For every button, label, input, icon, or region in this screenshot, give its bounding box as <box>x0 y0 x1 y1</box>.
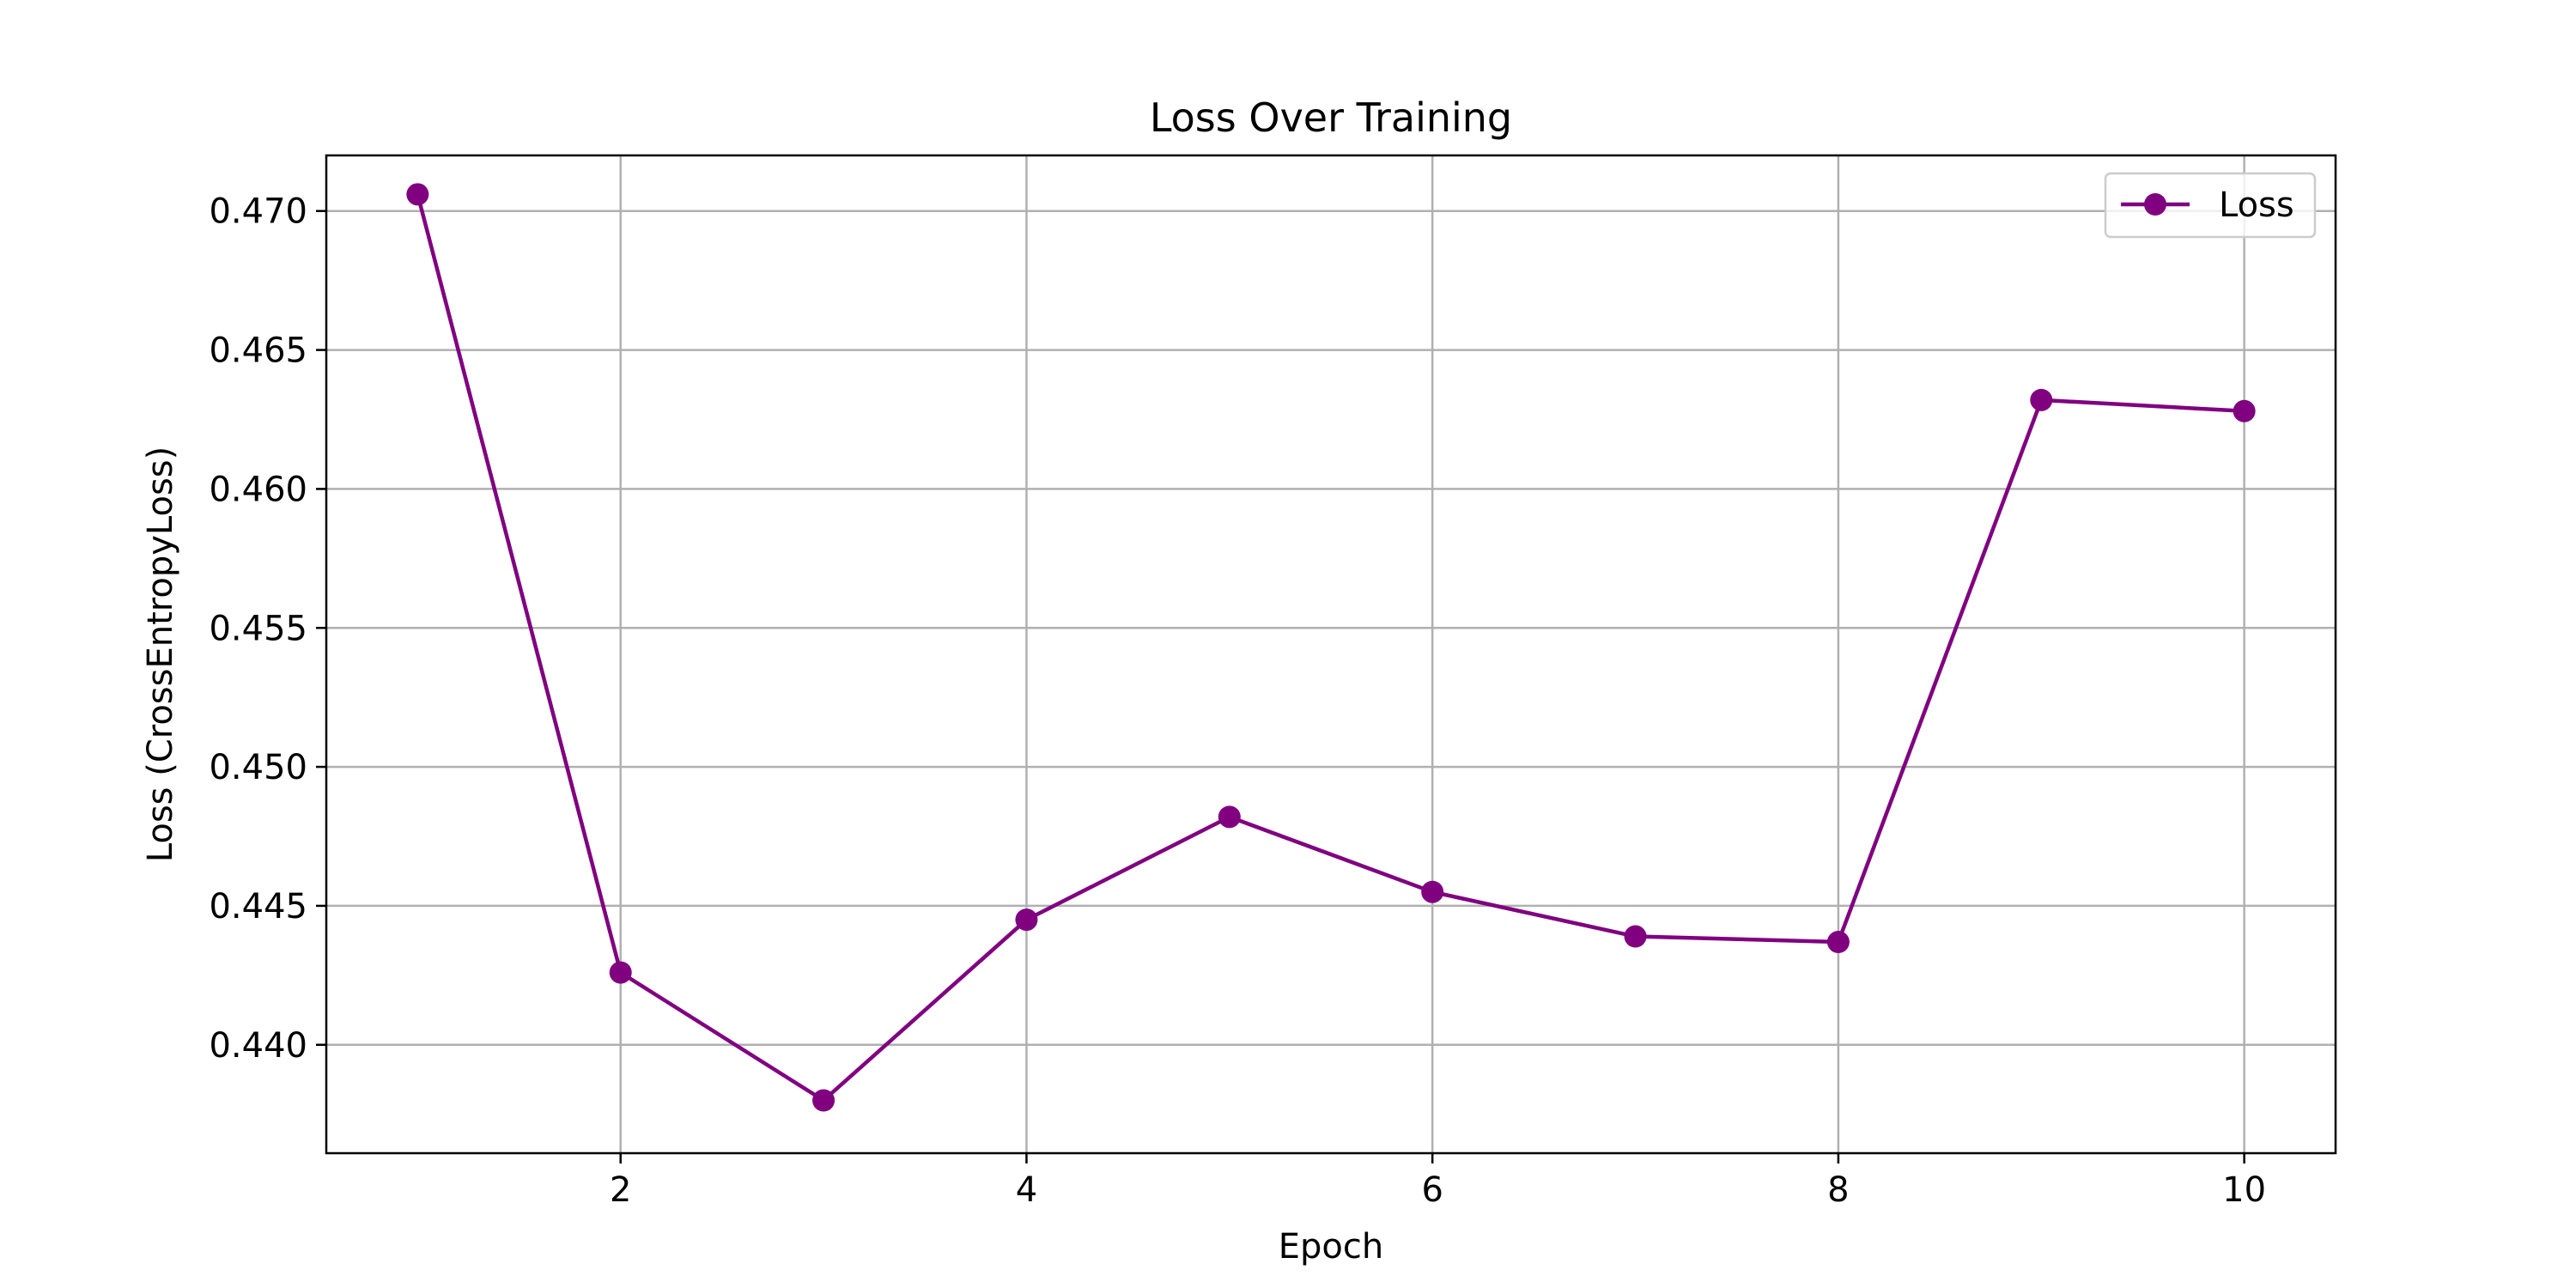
legend: Loss <box>2104 172 2317 239</box>
data-point <box>1826 931 1850 954</box>
y-tick-label: 0.465 <box>209 331 307 371</box>
y-tick-label: 0.470 <box>209 192 307 232</box>
x-tick-label: 10 <box>2222 1170 2266 1210</box>
x-axis-label: Epoch <box>1279 1227 1383 1267</box>
legend-frame <box>2104 172 2317 239</box>
x-tick-label: 6 <box>1421 1170 1443 1210</box>
plot-frame <box>325 154 2337 1155</box>
legend-marker-swatch <box>2144 193 2166 216</box>
data-point <box>812 1089 835 1112</box>
x-tick-label: 2 <box>610 1170 631 1210</box>
data-point <box>406 183 429 206</box>
data-point <box>1015 908 1038 932</box>
y-tick-label: 0.440 <box>209 1026 307 1066</box>
data-point <box>1218 805 1241 829</box>
x-tick-label: 8 <box>1827 1170 1849 1210</box>
data-point <box>1624 925 1647 948</box>
grid <box>326 155 2336 1153</box>
y-tick-label: 0.460 <box>209 470 307 509</box>
legend-label: Loss <box>2219 185 2294 225</box>
y-tick-label: 0.450 <box>209 748 307 787</box>
data-point <box>1421 880 1444 903</box>
ticks: 2 4 6 8 10 0.440 0.445 0.450 0.455 0.460 0.465 0.47… <box>209 192 2266 1210</box>
data-point <box>2030 388 2053 411</box>
data-point <box>609 961 632 984</box>
chart-title: Loss Over Training <box>1150 94 1512 141</box>
data-point <box>2233 399 2256 422</box>
y-axis-label: Loss (CrossEntropyLoss) <box>141 447 180 862</box>
y-tick-label: 0.445 <box>209 887 307 927</box>
x-tick-label: 4 <box>1016 1170 1037 1210</box>
series-layer <box>406 183 2256 1112</box>
series-line-loss <box>416 192 2246 1103</box>
plot-area-background <box>326 155 2336 1153</box>
y-tick-label: 0.455 <box>209 609 307 648</box>
